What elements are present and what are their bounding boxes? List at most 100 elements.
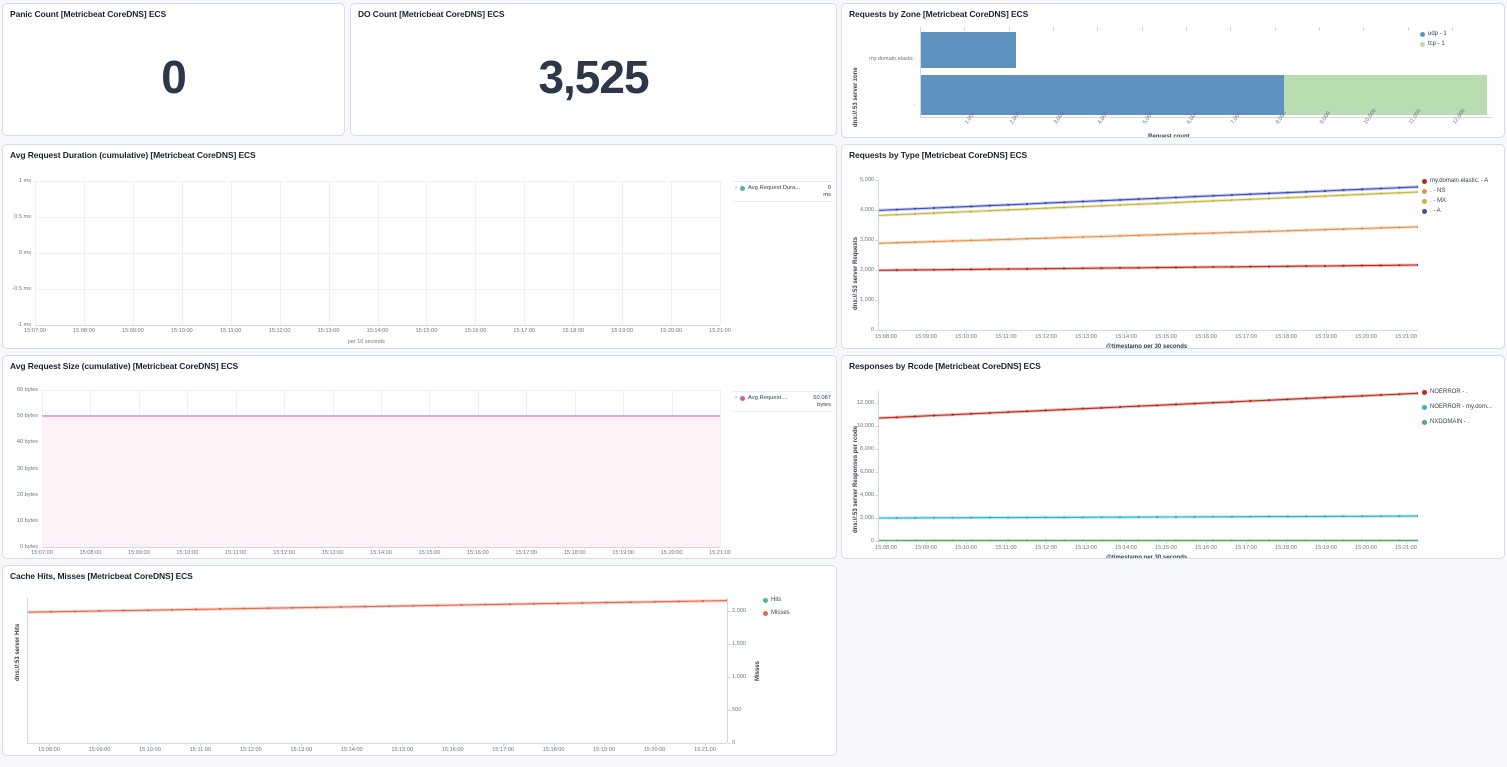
series-marker[interactable] — [1361, 188, 1364, 191]
series-marker[interactable] — [74, 610, 77, 613]
legend-item-type-2[interactable]: . - MX — [1422, 198, 1488, 204]
series-marker[interactable] — [1305, 195, 1308, 198]
series-marker[interactable] — [1026, 267, 1028, 270]
series-marker[interactable] — [988, 539, 991, 541]
series-marker[interactable] — [267, 607, 270, 610]
size-series-line[interactable] — [42, 415, 720, 417]
series-marker[interactable] — [951, 206, 954, 209]
panel-avg-request-duration[interactable]: Avg Request Duration (cumulative) [Metri… — [2, 144, 837, 349]
series-marker[interactable] — [701, 600, 704, 602]
series-marker[interactable] — [557, 602, 559, 605]
series-marker[interactable] — [1193, 266, 1196, 269]
series-marker[interactable] — [1268, 197, 1270, 200]
legend-item-hits[interactable]: Hits — [763, 597, 790, 603]
series-marker[interactable] — [1007, 516, 1010, 519]
series-marker[interactable] — [1007, 238, 1010, 241]
series-marker[interactable] — [1174, 516, 1177, 518]
series-marker[interactable] — [1305, 190, 1308, 193]
series-marker[interactable] — [988, 412, 991, 414]
series-marker[interactable] — [1212, 539, 1215, 541]
series-marker[interactable] — [1379, 515, 1382, 518]
series-marker[interactable] — [1305, 397, 1308, 400]
series-marker[interactable] — [1379, 226, 1382, 229]
series-marker[interactable] — [1174, 266, 1177, 269]
chevron-right-icon[interactable]: › — [735, 185, 737, 191]
series-line-0[interactable] — [878, 264, 1418, 271]
series-marker[interactable] — [243, 607, 246, 610]
series-marker[interactable] — [988, 238, 991, 241]
series-marker[interactable] — [970, 412, 973, 415]
series-marker[interactable] — [1268, 192, 1270, 195]
series-marker[interactable] — [1063, 516, 1066, 519]
series-marker[interactable] — [1417, 225, 1418, 228]
series-marker[interactable] — [1379, 187, 1382, 190]
series-marker[interactable] — [1044, 409, 1047, 412]
series-marker[interactable] — [932, 268, 935, 271]
series-marker[interactable] — [1212, 199, 1215, 202]
series-marker[interactable] — [1026, 539, 1028, 541]
series-marker[interactable] — [951, 516, 954, 519]
series-marker[interactable] — [970, 516, 973, 519]
series-line-1[interactable] — [878, 515, 1418, 519]
series-marker[interactable] — [532, 602, 535, 605]
legend-item-type-1[interactable]: . - NS — [1422, 188, 1488, 194]
series-marker[interactable] — [1417, 392, 1418, 395]
series-marker[interactable] — [412, 604, 415, 607]
series-marker[interactable] — [1044, 539, 1047, 541]
series-marker[interactable] — [1379, 539, 1382, 541]
series-marker[interactable] — [1007, 208, 1010, 211]
series-marker[interactable] — [1212, 515, 1215, 518]
series-marker[interactable] — [932, 240, 935, 243]
series-marker[interactable] — [1174, 196, 1177, 199]
zone-bar-tcp-1[interactable] — [1284, 75, 1487, 115]
series-marker[interactable] — [1100, 539, 1103, 541]
series-marker[interactable] — [1305, 539, 1308, 541]
zone-bar-udp-0[interactable] — [921, 32, 1016, 68]
series-marker[interactable] — [895, 416, 898, 419]
series-marker[interactable] — [1323, 195, 1326, 198]
panel-requests-by-type[interactable]: Requests by Type [Metricbeat CoreDNS] EC… — [841, 144, 1505, 349]
series-marker[interactable] — [895, 517, 898, 519]
series-marker[interactable] — [388, 605, 391, 608]
series-marker[interactable] — [1342, 194, 1345, 197]
series-marker[interactable] — [677, 600, 680, 603]
series-marker[interactable] — [1007, 539, 1010, 541]
series-marker[interactable] — [1305, 515, 1308, 518]
series-marker[interactable] — [170, 608, 173, 611]
series-marker[interactable] — [1286, 265, 1289, 268]
series-marker[interactable] — [914, 539, 917, 541]
legend-item-tcp[interactable]: tcp - 1 — [1420, 41, 1447, 47]
series-marker[interactable] — [1417, 185, 1418, 188]
series-marker[interactable] — [1081, 236, 1084, 238]
panel-responses-by-rcode[interactable]: Responses by Rcode [Metricbeat CoreDNS] … — [841, 355, 1505, 559]
series-marker[interactable] — [1230, 199, 1233, 202]
series-marker[interactable] — [1361, 515, 1364, 518]
series-marker[interactable] — [1156, 539, 1159, 541]
series-marker[interactable] — [1137, 234, 1140, 237]
series-marker[interactable] — [1212, 232, 1215, 235]
series-marker[interactable] — [1268, 539, 1270, 541]
series-marker[interactable] — [1323, 515, 1326, 518]
series-marker[interactable] — [914, 268, 917, 271]
series-marker[interactable] — [146, 609, 149, 612]
series-marker[interactable] — [1044, 202, 1047, 205]
series-marker[interactable] — [932, 414, 935, 417]
series-marker[interactable] — [1286, 229, 1289, 232]
series-marker[interactable] — [1193, 232, 1196, 235]
series-marker[interactable] — [1137, 198, 1140, 201]
series-marker[interactable] — [436, 604, 439, 607]
series-marker[interactable] — [1156, 516, 1159, 518]
series-marker[interactable] — [339, 606, 342, 608]
series-marker[interactable] — [1398, 539, 1401, 541]
series-marker[interactable] — [970, 539, 973, 541]
series-marker[interactable] — [1026, 516, 1028, 519]
series-marker[interactable] — [932, 516, 935, 519]
series-marker[interactable] — [1119, 204, 1122, 206]
series-marker[interactable] — [1119, 539, 1122, 541]
series-marker[interactable] — [895, 241, 898, 244]
legend-item-rcode-2[interactable]: NXDOMAIN - . — [1422, 419, 1492, 425]
series-marker[interactable] — [1174, 539, 1177, 541]
series-marker[interactable] — [1137, 405, 1140, 408]
series-marker[interactable] — [1305, 229, 1308, 232]
series-marker[interactable] — [1249, 265, 1252, 268]
